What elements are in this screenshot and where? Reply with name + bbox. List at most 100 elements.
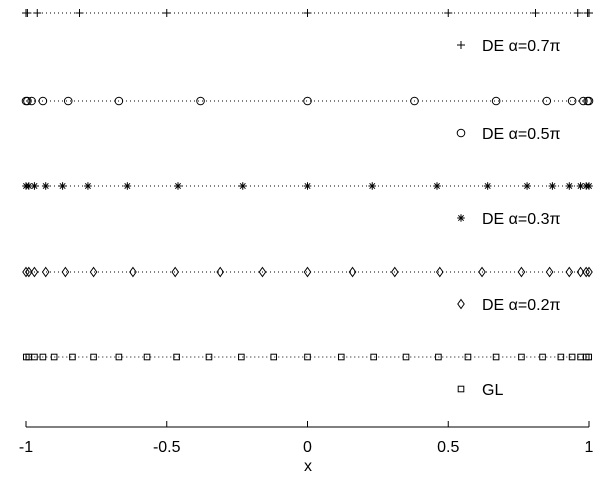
square-point [90,353,97,361]
square-point [205,353,213,361]
diamond-point [576,266,585,278]
square-point [337,353,345,361]
series-5 [22,353,593,361]
diamond-point [30,266,39,278]
diamond-point [390,266,399,278]
asterisk-point [585,182,593,190]
diamond-point [303,266,312,278]
square-point [464,353,472,361]
series-1 [22,9,593,17]
circle-point [196,96,205,106]
asterisk-legend-marker [457,214,465,222]
asterisk-point [565,182,574,190]
square-point [31,353,38,361]
series-layer [21,9,594,361]
asterisk-point [576,182,585,190]
asterisk-point [58,182,67,190]
x-axis-label: x [304,458,312,475]
square-point [402,353,410,361]
plus-point [33,9,42,17]
circle-point [491,96,501,106]
square-point [143,353,151,361]
legend-entry: GL [457,382,503,399]
circle-point [23,96,32,106]
square-point [50,353,58,361]
circle-point [579,96,588,106]
square-point [304,353,311,361]
square-legend-marker [457,385,465,393]
x-tick-label: 0 [303,439,312,456]
plus-point [162,9,171,17]
asterisk-point [84,182,92,190]
series-3 [22,182,593,190]
asterisk-point [123,182,132,190]
legend-label: DE α=0.5π [482,126,561,143]
circle-point [38,96,48,106]
square-point [539,353,546,361]
asterisk-point [303,182,312,190]
legend-entry: DE α=0.7π [457,38,561,55]
square-point [173,353,180,361]
asterisk-point [368,182,377,190]
square-point [585,353,593,361]
circle-legend-marker [456,128,466,138]
diamond-point [61,266,70,278]
x-tick-label: -1 [19,439,33,456]
plus-point [585,9,593,17]
x-tick-label: 0.5 [437,439,459,456]
diamond-point [585,266,593,278]
legend-layer: DE α=0.7π DE α=0.5π DE α=0.3π DE α=0.2π GL [456,38,561,399]
asterisk-point [523,182,531,190]
plus-point [573,9,582,17]
diamond-point [435,266,444,278]
plus-point [75,9,84,17]
square-point [435,353,442,361]
plus-point [444,9,453,17]
plus-point [303,9,312,17]
diamond-point [171,266,180,278]
circle-point [27,96,36,106]
square-point [39,353,47,361]
legend-label: DE α=0.3π [482,211,561,228]
diamond-point [89,266,98,278]
square-point [270,353,278,361]
circle-point [114,96,124,106]
square-point [568,353,576,361]
square-point [238,353,245,361]
asterisk-point [433,182,441,190]
legend-entry: DE α=0.2π [457,297,561,314]
asterisk-point [30,182,39,190]
asterisk-point [548,182,557,190]
circle-point [584,96,594,106]
diamond-point [348,266,357,278]
asterisk-point [483,182,492,190]
diamond-point [478,266,486,278]
legend-entry: DE α=0.5π [456,126,561,143]
diamond-point [545,266,554,278]
circle-point [542,96,552,106]
legend-label: DE α=0.2π [482,297,561,314]
square-point [492,353,500,361]
diamond-point [129,266,137,278]
diamond-point [565,266,574,278]
legend-entry: DE α=0.3π [457,211,561,228]
plus-legend-marker [457,41,465,49]
legend-label: DE α=0.7π [482,38,561,55]
series-4 [22,266,593,278]
series-2 [21,96,594,106]
square-point [518,353,525,361]
x-axis: -1 -0.5 0 0.5 1 [19,421,594,456]
diamond-point [258,266,267,278]
square-point [370,353,377,361]
x-tick-label: -0.5 [153,439,181,456]
diamond-point [41,266,50,278]
square-point [115,353,123,361]
square-point [69,353,76,361]
diamond-point [582,266,590,278]
asterisk-point [238,182,247,190]
plus-point [23,9,32,17]
diamond-point [25,266,33,278]
asterisk-point [174,182,182,190]
circle-point [567,96,577,106]
